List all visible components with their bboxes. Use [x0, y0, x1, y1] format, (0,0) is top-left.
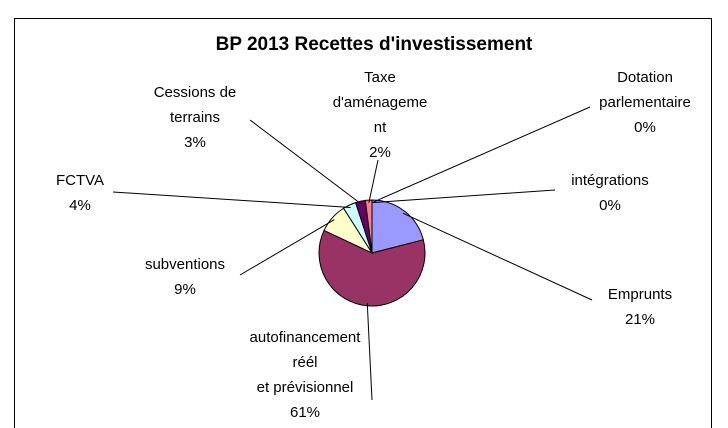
- leader-line: [371, 106, 591, 204]
- slice-value-label: 21%: [625, 311, 655, 328]
- slice-value-label: 9%: [174, 281, 196, 298]
- leader-line: [371, 189, 556, 204]
- leader-line: [402, 212, 593, 301]
- pie-slice: [371, 199, 424, 254]
- leader-line: [112, 191, 351, 208]
- leader-line: [368, 159, 379, 203]
- slice-label: autofinancement réél et prévisionnel: [250, 329, 362, 396]
- slice-value-label: 3%: [184, 134, 206, 151]
- slice-label: subventions: [145, 256, 225, 273]
- slice-value-label: 61%: [290, 404, 320, 421]
- slice-label: Taxe d'aménageme nt: [333, 69, 428, 136]
- slice-label: Cessions de terrains: [154, 84, 237, 126]
- leader-line: [239, 219, 335, 276]
- slice-label: Dotation parlementaire: [599, 69, 691, 111]
- slice-label: Emprunts: [608, 286, 672, 303]
- slice-value-label: 0%: [634, 119, 656, 136]
- chart-title: BP 2013 Recettes d'investissement: [216, 34, 533, 55]
- slice-value-label: 4%: [69, 197, 91, 214]
- slice-label: FCTVA: [56, 172, 104, 189]
- leader-line: [249, 119, 362, 205]
- slice-label: intégrations: [571, 172, 649, 189]
- leader-line: [366, 303, 373, 401]
- slice-value-label: 2%: [369, 144, 391, 161]
- slice-value-label: 0%: [599, 197, 621, 214]
